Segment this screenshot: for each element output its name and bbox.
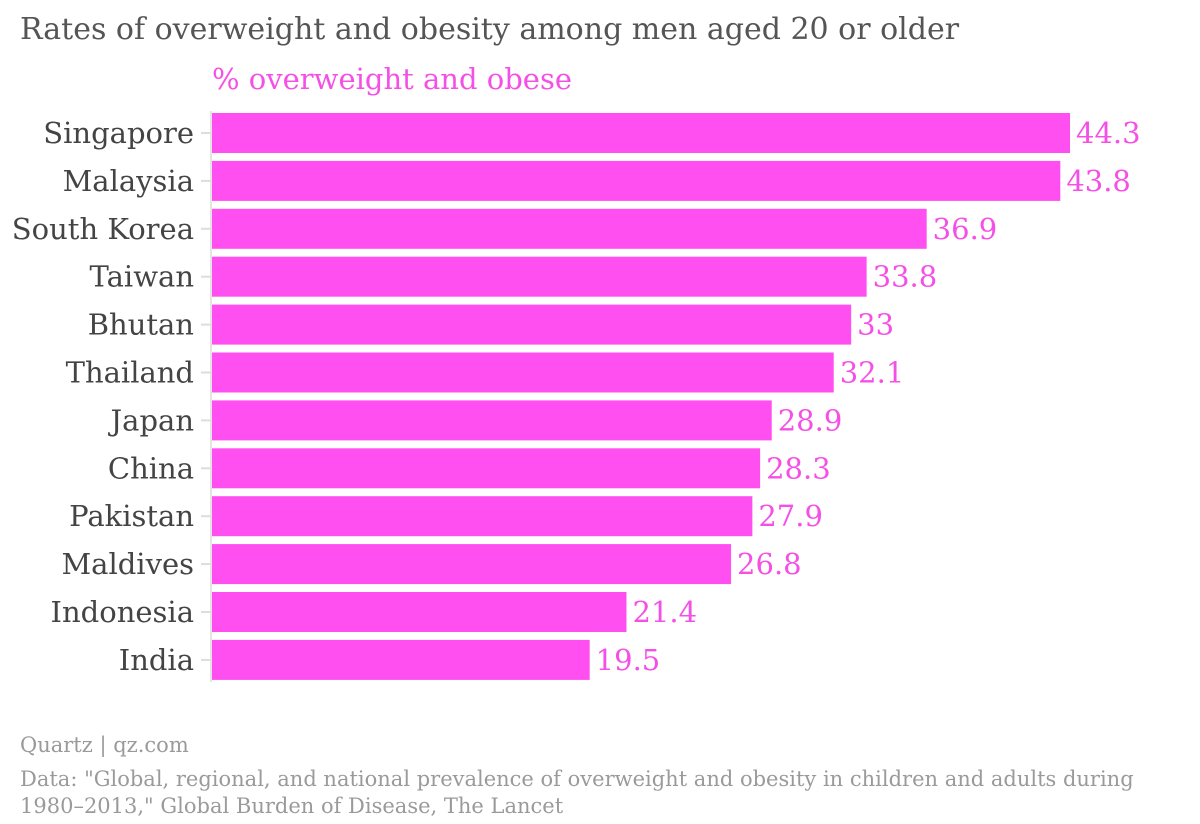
bar-indonesia [212,592,627,632]
value-label: 36.9 [933,212,998,246]
bar-south-korea [212,208,927,249]
value-label: 43.8 [1066,164,1131,198]
data-note-line-1: Data: "Global, regional, and national pr… [20,767,1134,791]
value-label: 33.8 [873,260,938,294]
bar-india [212,639,590,680]
category-label: Pakistan [69,499,194,533]
category-label: China [108,451,194,485]
category-label: Taiwan [90,260,194,294]
bar-pakistan [212,496,753,537]
category-label: Indonesia [51,595,194,629]
category-label: South Korea [12,212,194,246]
category-label: India [119,643,194,677]
value-label: 32.1 [840,356,905,390]
chart-title: Rates of overweight and obesity among me… [20,12,960,47]
value-label: 26.8 [737,547,802,581]
category-label: Thailand [66,356,194,390]
bar-malaysia [212,160,1061,201]
category-label: Japan [108,403,194,437]
category-label: Bhutan [88,308,194,342]
category-label: Maldives [61,547,194,581]
category-label: Singapore [43,116,194,150]
category-label: Malaysia [63,164,194,198]
bar-taiwan [212,256,867,297]
value-label: 19.5 [596,643,661,677]
source-credit: Quartz | qz.com [20,733,189,757]
value-label: 28.3 [766,451,831,485]
bar-thailand [212,352,834,393]
value-label: 27.9 [758,499,823,533]
value-label: 33 [857,308,894,342]
value-label: 21.4 [632,595,697,629]
value-label: 44.3 [1076,116,1141,150]
bar-china [212,448,761,489]
value-label: 28.9 [778,403,843,437]
data-note: Data: "Global, regional, and national pr… [20,766,1134,820]
bar-maldives [212,544,732,585]
bar-singapore [212,113,1070,153]
bar-japan [212,400,772,441]
series-label: % overweight and obese [212,62,572,96]
data-note-line-2: 1980–2013," Global Burden of Disease, Th… [20,794,564,818]
bar-bhutan [212,304,852,345]
